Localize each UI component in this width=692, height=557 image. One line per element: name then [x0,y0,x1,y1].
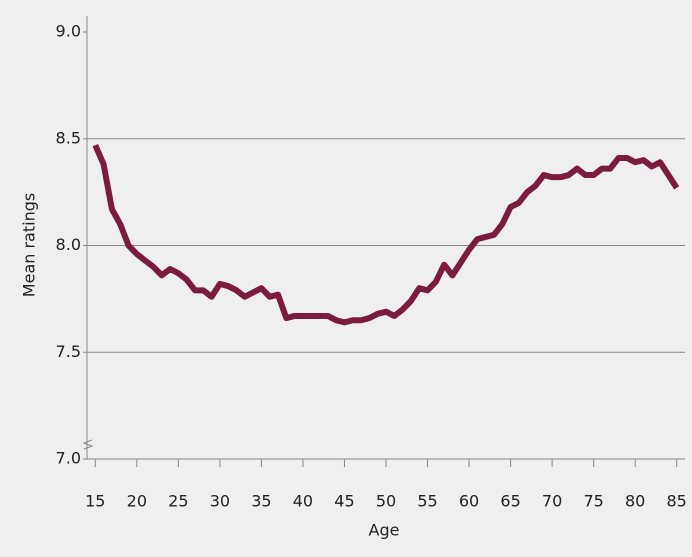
x-tick-label: 40 [293,492,313,511]
x-tick-label: 80 [625,492,645,511]
x-tick-label: 85 [667,492,687,511]
data-line [92,143,680,326]
x-tick-label: 15 [85,492,105,511]
x-tick-label: 70 [542,492,562,511]
x-tick-label: 60 [459,492,479,511]
x-tick-label: 20 [127,492,147,511]
x-tick-label: 30 [210,492,230,511]
x-axis-label: Age [369,521,400,540]
x-tick-label: 45 [334,492,354,511]
y-tick-label: 9.0 [56,22,81,41]
y-axis-label: Mean ratings [20,193,39,297]
x-tick-label: 25 [168,492,188,511]
y-tick-label: 7.5 [56,342,81,361]
y-tick-label: 8.5 [56,128,81,147]
x-tick-label: 35 [251,492,271,511]
y-tick-label: 8.0 [56,235,81,254]
x-tick-label: 55 [417,492,437,511]
axis-break [82,439,94,450]
x-tick-label: 65 [500,492,520,511]
x-tick-label: 50 [376,492,396,511]
y-tick-label: 7.0 [56,449,81,468]
x-tick-label: 75 [583,492,603,511]
